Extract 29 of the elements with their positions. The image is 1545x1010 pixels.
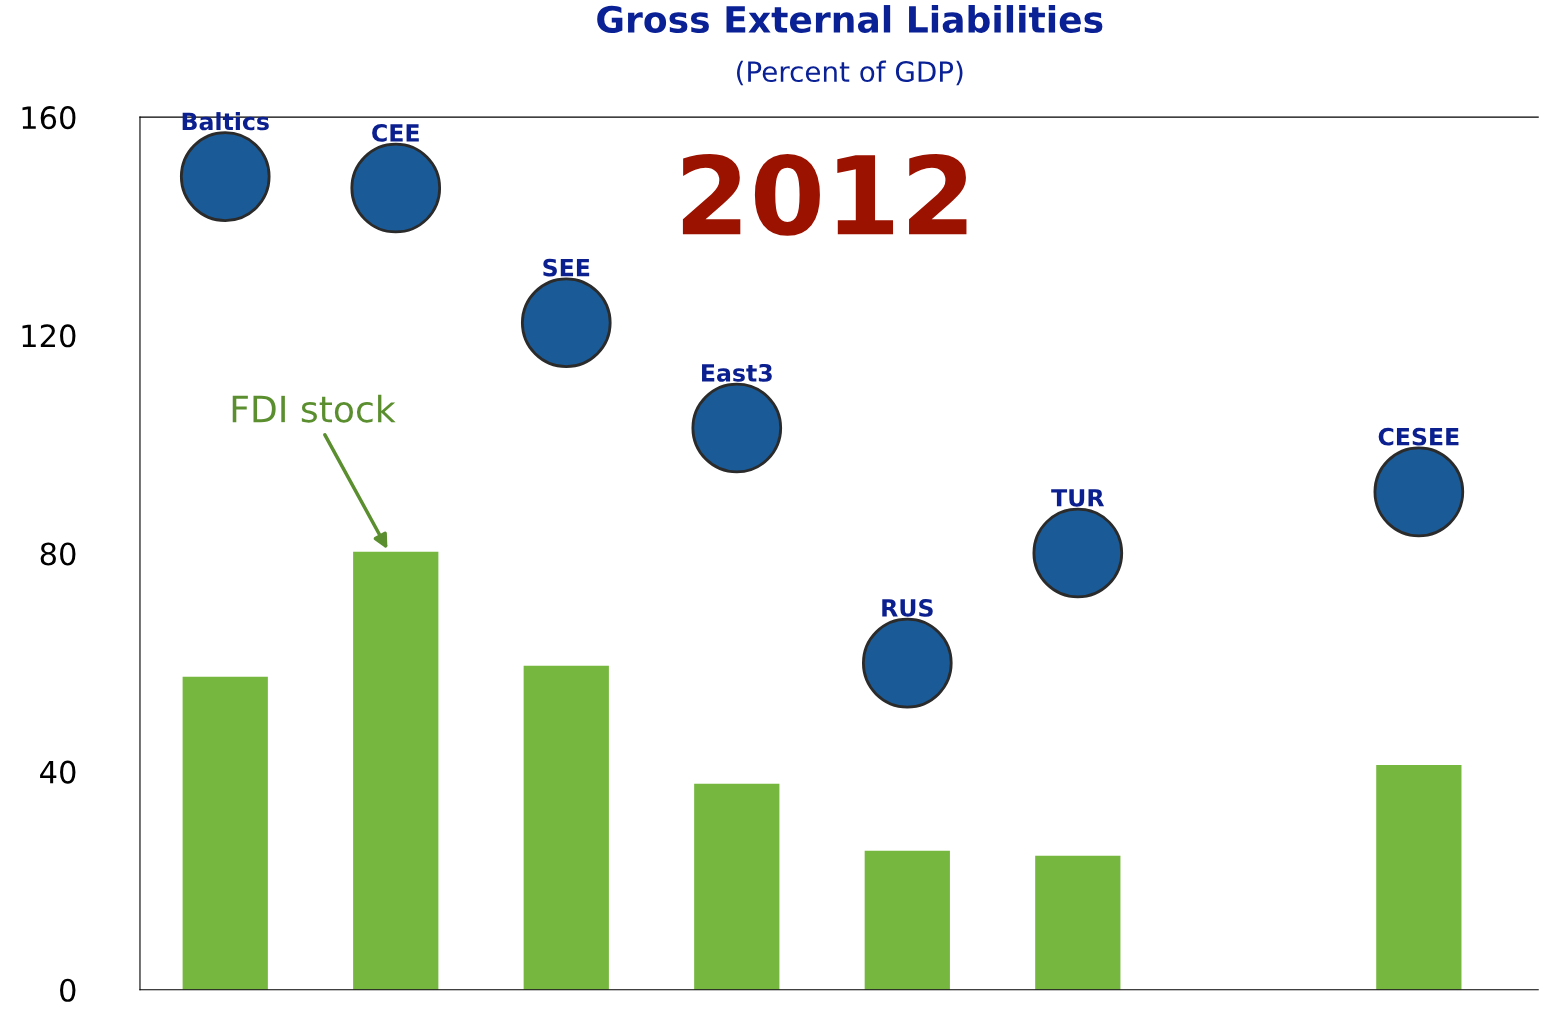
x-tick-label: TUR — [1051, 489, 1105, 507]
bar — [523, 665, 609, 990]
x-tick-label: CEE — [372, 123, 419, 142]
bar — [1035, 855, 1121, 990]
bar — [864, 850, 950, 990]
y-tick-label: 40 — [40, 760, 76, 784]
y-tick-label: 0 — [60, 978, 76, 1002]
y-tick-label: 80 — [40, 542, 76, 566]
x-tick-label: East3 — [702, 363, 772, 382]
bar — [694, 783, 780, 990]
point — [861, 617, 953, 709]
chart-subtitle: (Percent of GDP) — [737, 60, 963, 86]
point — [691, 382, 783, 474]
x-tick-label: SEE — [543, 258, 590, 277]
chart-title: Gross External Liabilities — [597, 5, 1103, 33]
bar — [182, 676, 268, 990]
x-tick-label: RUS — [882, 599, 933, 617]
point — [1373, 446, 1465, 538]
y-tick-label: 160 — [22, 106, 76, 130]
point — [1032, 507, 1124, 599]
bar — [1376, 765, 1462, 990]
point — [350, 142, 442, 234]
point — [179, 131, 271, 222]
bar — [353, 551, 439, 990]
y-tick-label: 120 — [22, 324, 76, 348]
point — [520, 277, 612, 369]
annotation: FDI stock — [232, 394, 396, 423]
annotation: 2012 — [682, 153, 967, 236]
x-tick-label: CESEE — [1378, 427, 1459, 446]
